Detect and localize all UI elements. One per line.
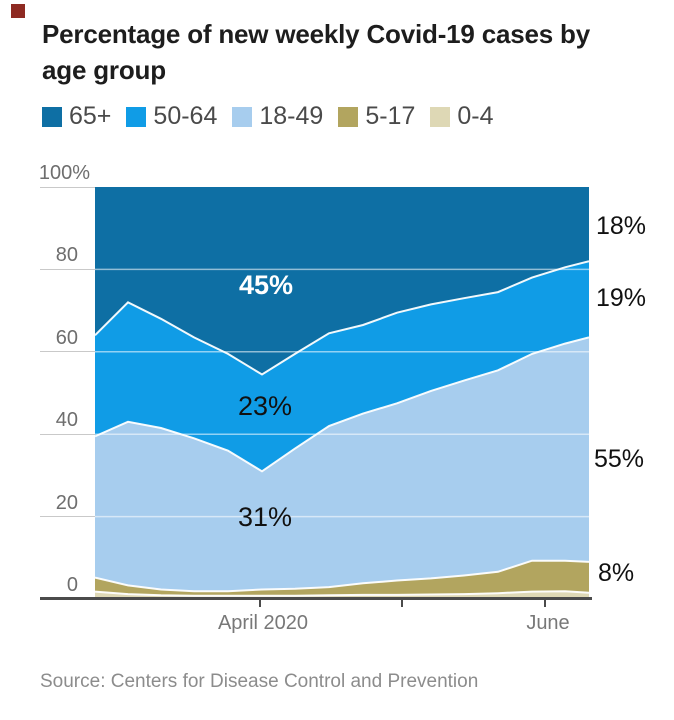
gridline-80 xyxy=(40,268,95,270)
x-tick-label: April 2020 xyxy=(217,612,309,634)
boundary-5-17 xyxy=(95,559,589,593)
area-18-49 xyxy=(95,337,589,599)
x-tick-label: June xyxy=(526,612,570,634)
legend-label: 65+ xyxy=(69,102,112,130)
chart-title-line2: age group xyxy=(42,55,166,85)
value-label-18-49: 31% xyxy=(237,502,293,532)
legend-label: 5-17 xyxy=(365,102,416,130)
x-tick-mark xyxy=(401,600,403,607)
gridline-40 xyxy=(40,433,95,435)
legend-swatch-0-4 xyxy=(430,106,451,127)
legend-swatch-5-17 xyxy=(338,106,359,127)
boundary-50-64 xyxy=(95,260,589,376)
legend-item: 65+ xyxy=(42,104,111,129)
legend-label: 18-49 xyxy=(259,102,324,130)
legend-swatch-65+ xyxy=(42,106,62,127)
legend-label: 0-4 xyxy=(457,102,494,130)
value-label-65+: 18% xyxy=(596,212,647,240)
y-tick-label: 40 xyxy=(55,409,78,432)
y-tick-label: 100% xyxy=(38,162,90,184)
value-label-18-49: 55% xyxy=(594,445,645,473)
value-label-65+: 45% xyxy=(238,270,294,300)
stacked-area-chart xyxy=(95,187,589,599)
gridline-20 xyxy=(40,516,95,518)
boundary-18-49 xyxy=(95,336,589,473)
chart-title: Percentage of new weekly Covid-19 cases … xyxy=(42,16,622,88)
x-axis-line xyxy=(40,597,592,600)
y-tick-label: 80 xyxy=(55,244,78,267)
legend-item: 5-17 xyxy=(338,104,415,129)
y-tick-label: 0 xyxy=(66,574,78,596)
x-tick-mark xyxy=(544,600,546,607)
gridline-100 xyxy=(40,186,95,188)
legend-swatch-18-49 xyxy=(232,106,253,127)
x-tick-mark xyxy=(259,600,261,607)
chart-title-line1: Percentage of new weekly Covid-19 cases … xyxy=(42,19,590,49)
area-5-17 xyxy=(95,560,589,599)
gridline-60 xyxy=(40,351,95,353)
legend: 65+ 50-64 18-49 5-17 0-4 xyxy=(42,104,494,129)
boundary-0-4 xyxy=(95,590,589,597)
value-label-50-64: 19% xyxy=(596,284,647,312)
legend-swatch-50-64 xyxy=(126,106,147,127)
legend-item: 0-4 xyxy=(430,102,494,130)
legend-item: 50-64 xyxy=(126,104,217,129)
legend-label: 50-64 xyxy=(153,102,218,130)
legend-item: 18-49 xyxy=(232,104,323,129)
red-bullet-marker xyxy=(11,4,25,18)
value-label-5-17: 8% xyxy=(598,559,635,587)
y-tick-label: 20 xyxy=(55,491,78,514)
value-label-50-64: 23% xyxy=(237,391,293,421)
y-tick-label: 60 xyxy=(55,326,78,349)
source-note: Source: Centers for Disease Control and … xyxy=(40,671,479,692)
